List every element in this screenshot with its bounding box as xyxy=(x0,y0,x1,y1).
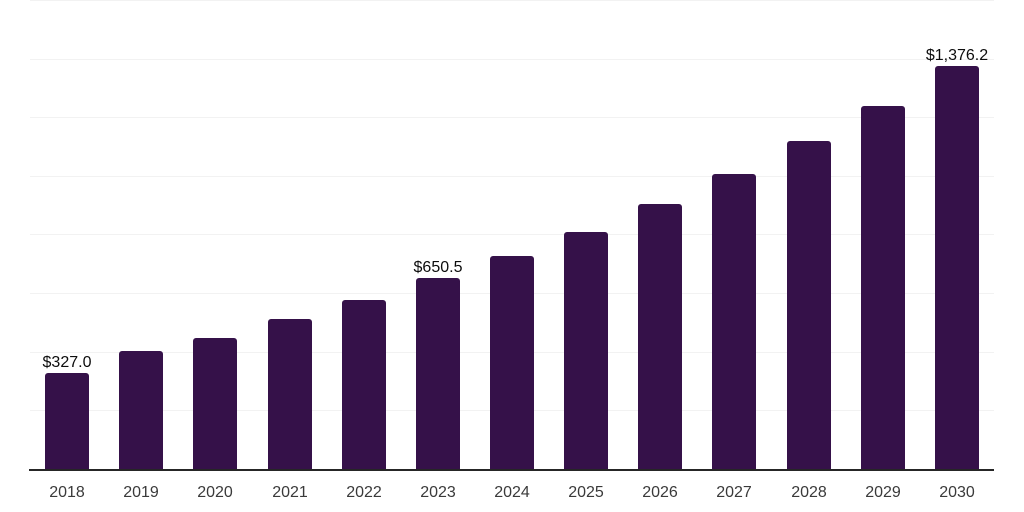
bar-2024 xyxy=(490,256,534,469)
x-tick-2022: 2022 xyxy=(346,484,382,501)
bar-2020 xyxy=(193,338,237,469)
x-tick-2018: 2018 xyxy=(49,484,85,501)
bar-2019 xyxy=(119,351,163,469)
x-tick-2024: 2024 xyxy=(494,484,530,501)
bar-2021 xyxy=(268,319,312,469)
bar-2022 xyxy=(342,300,386,469)
x-tick-2030: 2030 xyxy=(939,484,975,501)
gridline xyxy=(30,234,994,235)
x-tick-2026: 2026 xyxy=(642,484,678,501)
x-tick-2029: 2029 xyxy=(865,484,901,501)
bar-value-label-2018: $327.0 xyxy=(42,354,92,371)
bar-2026 xyxy=(638,204,682,469)
bar-2027 xyxy=(712,174,756,469)
gridline xyxy=(30,0,994,1)
bar-value-label-2023: $650.5 xyxy=(413,259,463,276)
bar-2018 xyxy=(45,373,89,469)
bar-2029 xyxy=(861,106,905,469)
x-tick-2020: 2020 xyxy=(197,484,233,501)
x-tick-2028: 2028 xyxy=(791,484,827,501)
bar-2023 xyxy=(416,278,460,469)
bar-2025 xyxy=(564,232,608,469)
gridline xyxy=(30,59,994,60)
x-tick-2027: 2027 xyxy=(716,484,752,501)
bar-value-label-2030: $1,376.2 xyxy=(925,47,989,64)
gridline xyxy=(30,176,994,177)
x-tick-2019: 2019 xyxy=(123,484,159,501)
x-tick-2021: 2021 xyxy=(272,484,308,501)
x-tick-2023: 2023 xyxy=(420,484,456,501)
gridline xyxy=(30,117,994,118)
bar-2028 xyxy=(787,141,831,469)
x-axis-line xyxy=(29,469,994,471)
bar-2030 xyxy=(935,66,979,469)
x-tick-2025: 2025 xyxy=(568,484,604,501)
